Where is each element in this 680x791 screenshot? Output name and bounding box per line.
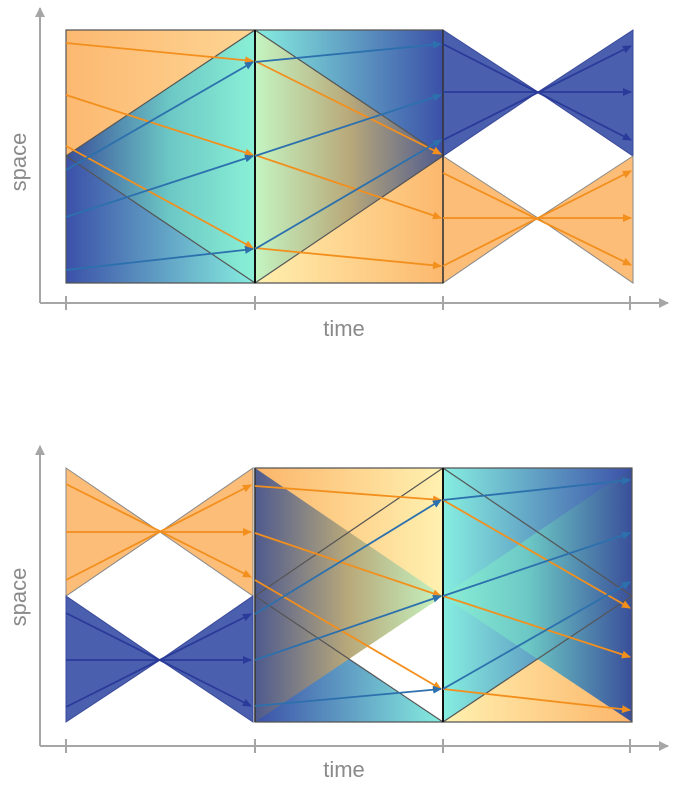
top-orange-rays — [65, 42, 632, 270]
top-x-ticks — [65, 296, 631, 310]
bottom-x-label: time — [323, 757, 365, 782]
top-x-label: time — [323, 316, 365, 341]
bottom-overlap-right — [443, 468, 632, 722]
top-overlap-left — [66, 30, 255, 283]
bottom-panel: space time — [6, 445, 669, 782]
bottom-y-label: space — [6, 568, 31, 627]
top-navy-rays — [442, 43, 632, 141]
bottom-navy-rays — [65, 612, 252, 708]
top-y-label: space — [6, 133, 31, 192]
top-overlap-right — [255, 30, 443, 283]
top-panel: space time — [6, 7, 669, 341]
bottom-blue-rays — [254, 476, 631, 707]
top-blue-rays — [65, 40, 442, 271]
bottom-overlap-left — [255, 468, 443, 722]
bottom-orange-rays — [65, 483, 631, 714]
bottom-x-ticks — [65, 739, 631, 753]
